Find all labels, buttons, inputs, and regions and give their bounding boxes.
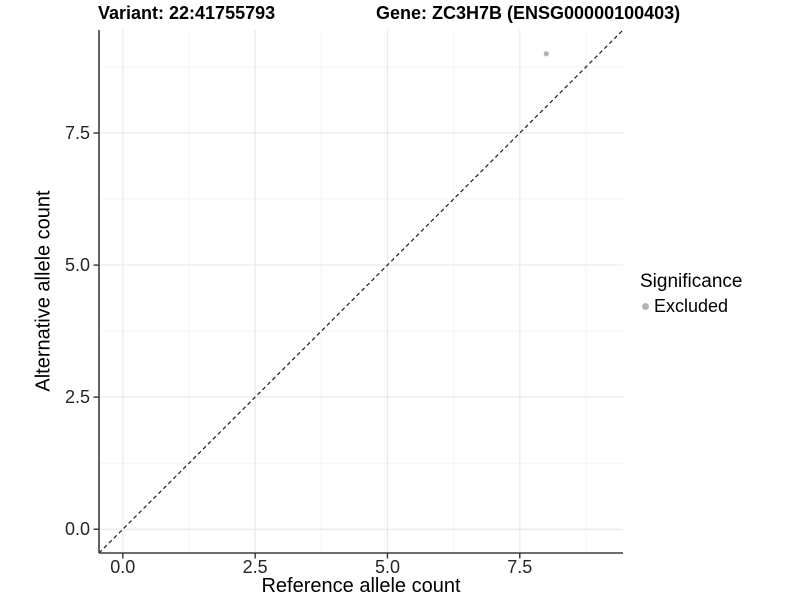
x-tick-label: 5.0	[374, 557, 400, 577]
y-tick-label: 7.5	[64, 123, 90, 143]
identity-reference-line	[98, 29, 624, 554]
legend-title: Significance	[640, 271, 743, 292]
plot-title-gene: Gene: ZC3H7B (ENSG00000100403)	[376, 3, 681, 23]
y-tick-label: 2.5	[64, 387, 90, 408]
legend-item-label: Excluded	[654, 296, 729, 316]
legend: Significance Excluded	[638, 271, 742, 317]
legend-point-icon	[642, 303, 649, 310]
x-axis-title: Reference allele count	[261, 575, 461, 597]
data-point-excluded	[543, 51, 549, 57]
y-axis-title: Alternative allele count	[32, 190, 55, 392]
y-tick-label: 0.0	[64, 519, 90, 540]
x-tick-label: 7.5	[507, 557, 533, 577]
legend-item-excluded: Excluded	[638, 296, 742, 317]
y-tick-label: 5.0	[64, 255, 90, 276]
x-tick-label: 0.0	[110, 557, 136, 577]
x-tick-label: 2.5	[242, 557, 268, 577]
plot-title-variant: Variant: 22:41755793	[98, 3, 276, 23]
